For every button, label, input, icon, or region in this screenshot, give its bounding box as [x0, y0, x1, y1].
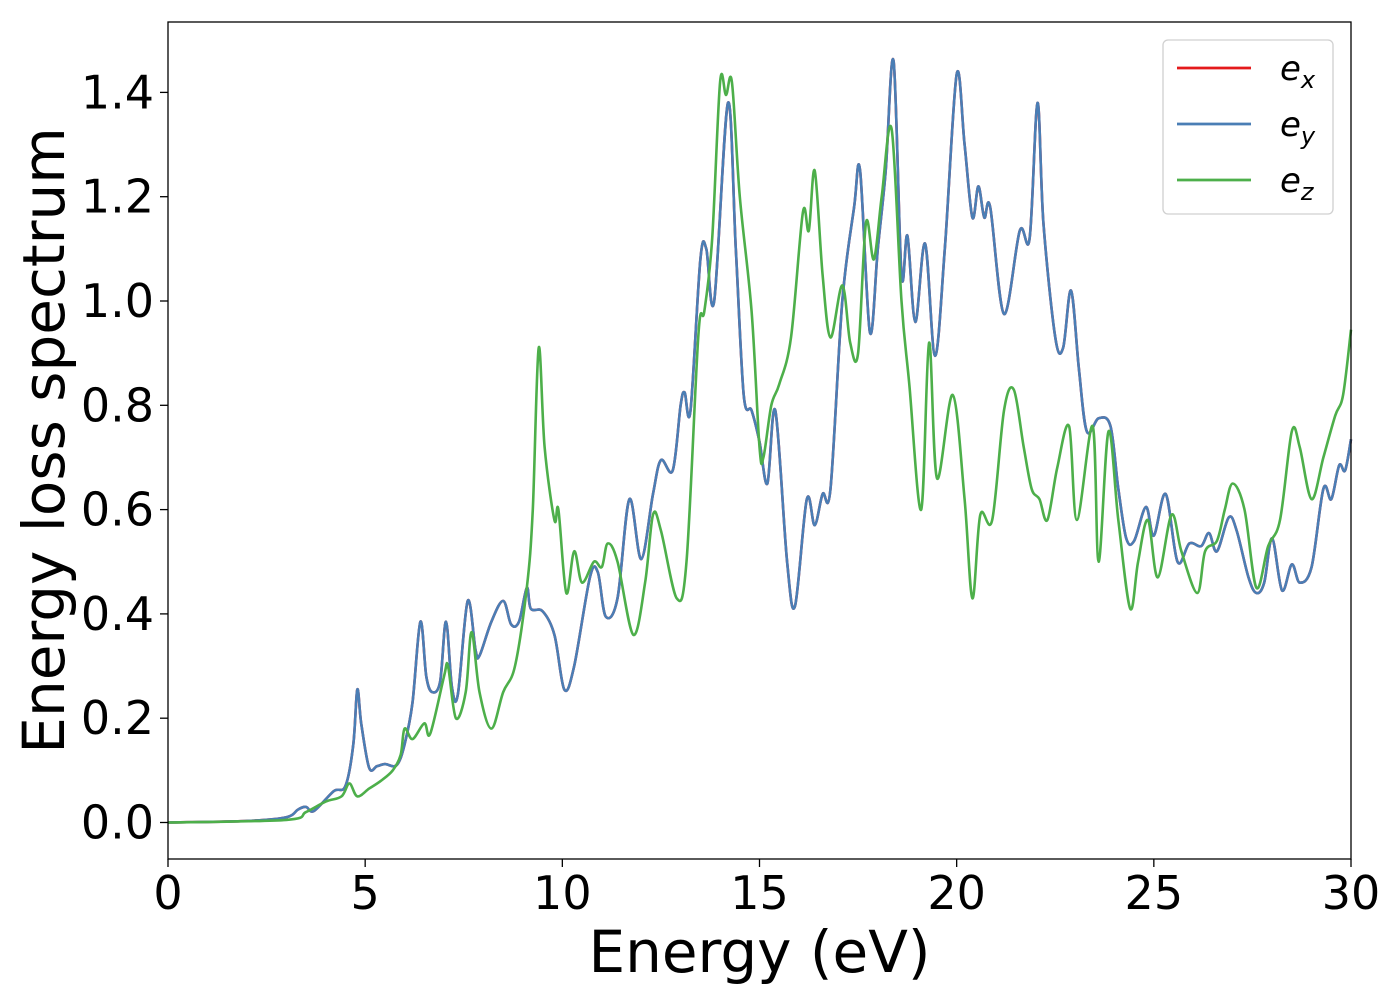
x-tick-label: 10	[533, 866, 592, 920]
y-tick-label: 1.0	[81, 274, 154, 328]
series-line-e-z	[167, 72, 1353, 824]
x-tick-label: 25	[1125, 866, 1184, 920]
legend-label-x: ex	[1280, 49, 1316, 94]
y-axis: 0.0 0.2 0.4 0.6 0.8 1.0 1.2 1.4	[81, 65, 168, 849]
legend-box	[1162, 39, 1334, 215]
y-tick-label: 1.2	[81, 170, 154, 224]
y-tick-label: 0.6	[81, 483, 154, 537]
y-tick-label: 0.0	[81, 795, 154, 849]
y-tick-label: 0.8	[81, 378, 154, 432]
x-tick-label: 30	[1322, 866, 1381, 920]
y-tick-label: 0.2	[81, 691, 154, 745]
x-tick-label: 15	[730, 866, 789, 920]
x-axis: 0 5 10 15 20 25 30	[153, 859, 1380, 920]
y-axis-label: Energy loss spectrum	[10, 127, 78, 753]
x-tick-label: 0	[153, 866, 182, 920]
legend: ex ey ez	[1162, 39, 1334, 215]
series-layer	[167, 57, 1353, 824]
x-tick-label: 5	[351, 866, 380, 920]
legend-label-z: ez	[1280, 161, 1315, 206]
y-tick-label: 1.4	[81, 65, 154, 119]
y-tick-label: 0.4	[81, 587, 154, 641]
legend-label-y: ey	[1280, 105, 1316, 150]
x-axis-label: Energy (eV)	[588, 918, 930, 986]
x-tick-label: 20	[927, 866, 986, 920]
